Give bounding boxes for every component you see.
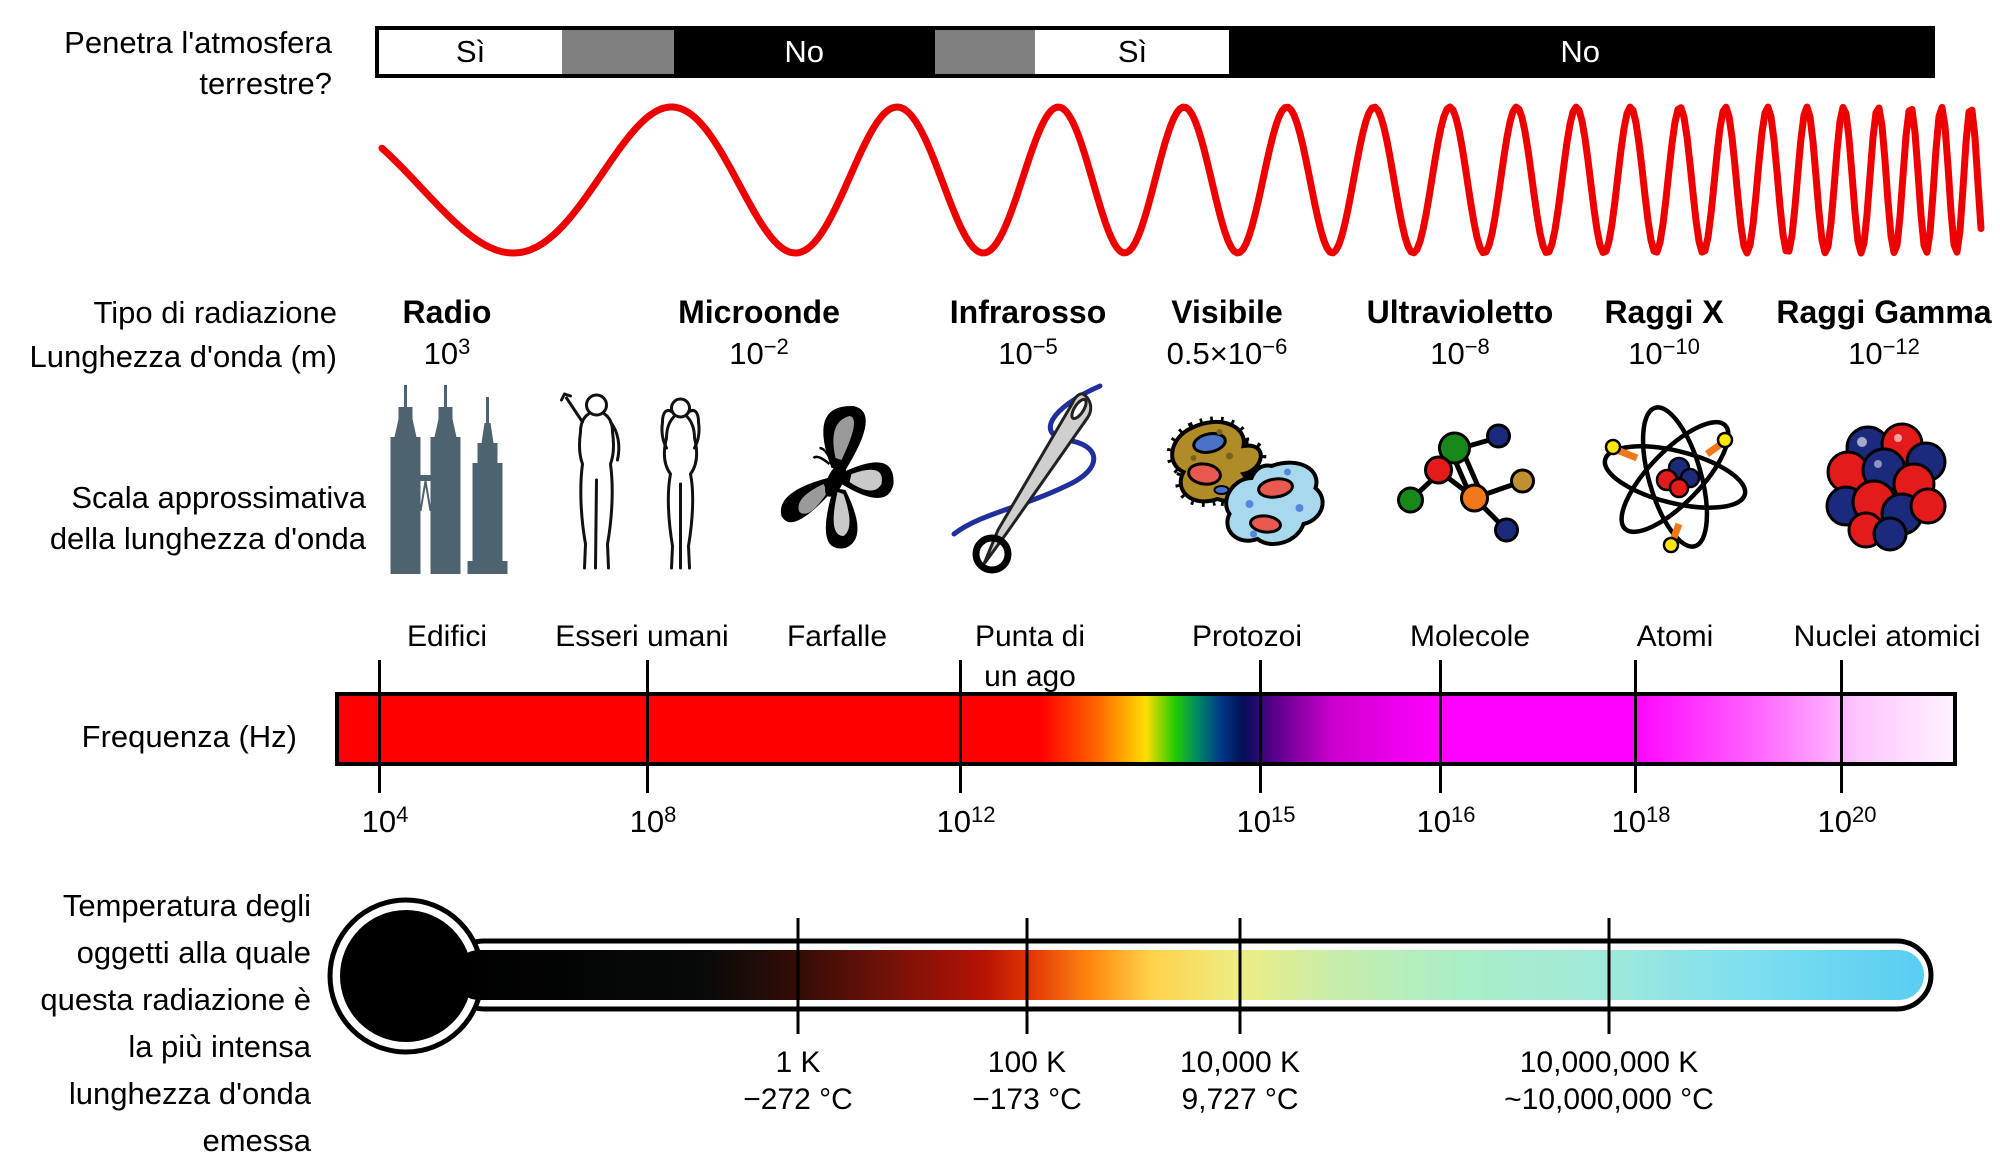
radiation-type-xray: Raggi X (1604, 294, 1724, 330)
radiation-type-radio: Radio (402, 294, 492, 330)
temperature-tick-label: 1 K −272 °C (743, 1044, 853, 1118)
frequency-tick (1840, 660, 1843, 793)
temperature-row-label-line: oggetti alla quale (76, 935, 311, 970)
wavelength-value: 0.5×10−6 (1166, 334, 1288, 372)
atmosphere-segment-no: No (673, 30, 935, 74)
nucleus-icon (1825, 422, 1947, 552)
temperature-row-label-line: lunghezza d'onda (68, 1076, 311, 1111)
scale-item-label: Protozoi (1191, 620, 1303, 653)
temperature-kelvin: 1 K (775, 1046, 821, 1079)
buildings-icon (390, 385, 508, 574)
atmosphere-question-line2: terrestre? (199, 66, 332, 101)
temperature-tick-label: 100 K −173 °C (972, 1044, 1082, 1118)
scale-row-label: Scala approssimativa della lunghezza d'o… (0, 477, 366, 559)
protozoa-icon (1166, 416, 1325, 546)
wavelength-value: 10−2 (729, 334, 789, 372)
atmosphere-segment-no: No (1229, 30, 1931, 74)
frequency-tick (646, 660, 649, 793)
wavelength-row-label: Lunghezza d'onda (m) (29, 339, 337, 374)
wavelength-value: 10−5 (998, 334, 1058, 372)
frequency-tick (959, 660, 962, 793)
radiation-type-microwave: Microonde (678, 294, 840, 330)
scale-item-label: Punta di un ago (975, 617, 1085, 697)
scale-row-label-line2: della lunghezza d'onda (49, 521, 366, 556)
frequency-tick (1259, 660, 1262, 793)
atmosphere-segment-partial (562, 30, 674, 74)
em-wave-path (378, 103, 1985, 257)
radiation-type-ultraviolet: Ultravioletto (1366, 294, 1554, 330)
temperature-celsius: −173 °C (972, 1083, 1082, 1116)
wavelength-value: 10−12 (1848, 334, 1920, 372)
wavelength-value: 103 (423, 334, 471, 372)
thermometer-bulb (340, 910, 472, 1042)
scale-item-label: Molecole (1409, 620, 1531, 653)
wavelength-value: 10−8 (1430, 334, 1490, 372)
frequency-tick-label: 1015 (1236, 802, 1296, 840)
molecule-icon (1397, 423, 1535, 543)
frequency-bar (335, 692, 1957, 766)
radiation-type-visible: Visibile (1171, 294, 1283, 330)
scale-item-label: Atomi (1636, 620, 1714, 653)
temperature-tick-label: 10,000 K 9,727 °C (1180, 1044, 1300, 1118)
temperature-row-label-line: questa radiazione è (40, 982, 311, 1017)
atmosphere-segment-yes: Sì (1035, 30, 1230, 74)
temperature-celsius: 9,727 °C (1181, 1083, 1299, 1116)
em-wave (378, 103, 1985, 257)
thermometer-ticks (796, 918, 1611, 1034)
scale-item-label-line1: Punta di (974, 620, 1086, 653)
scale-item-label-line2: un ago (984, 660, 1076, 693)
temperature-tick-label: 10,000,000 K ~10,000,000 °C (1504, 1044, 1714, 1118)
butterfly-icon (780, 405, 894, 549)
atmosphere-segment-partial (934, 30, 1036, 74)
frequency-tick (378, 660, 381, 793)
frequency-tick-label: 1016 (1416, 802, 1476, 840)
humans-icon (560, 392, 701, 570)
scale-row-label-line1: Scala approssimativa (71, 480, 366, 515)
atmosphere-question: Penetra l'atmosfera terrestre? (0, 22, 332, 104)
radiation-type-infrared: Infrarosso (949, 294, 1107, 330)
frequency-tick-label: 104 (361, 802, 409, 840)
frequency-tick-label: 1018 (1611, 802, 1671, 840)
frequency-tick-label: 1012 (936, 802, 996, 840)
temperature-row-label: Temperatura degli oggetti alla quale que… (0, 882, 311, 1164)
atmosphere-segment-yes: Sì (379, 30, 563, 74)
scale-item-label: Nuclei atomici (1793, 620, 1981, 653)
scale-item-label: Edifici (406, 620, 488, 653)
frequency-tick-label: 108 (629, 802, 677, 840)
temperature-row-label-line: Temperatura degli (62, 888, 311, 923)
atmosphere-bar: Sì No Sì No (375, 26, 1935, 78)
frequency-row-label: Frequenza (Hz) (81, 719, 297, 754)
temperature-celsius: −272 °C (743, 1083, 853, 1116)
atmosphere-question-line1: Penetra l'atmosfera (64, 25, 332, 60)
scale-item-label: Farfalle (786, 620, 888, 653)
thermometer (327, 897, 1934, 1055)
wavelength-value: 10−10 (1628, 334, 1700, 372)
frequency-tick (1439, 660, 1442, 793)
radiation-type-gamma: Raggi Gamma (1776, 294, 1992, 330)
temperature-celsius: ~10,000,000 °C (1504, 1083, 1714, 1116)
atom-icon (1602, 405, 1748, 554)
temperature-kelvin: 10,000,000 K (1519, 1046, 1699, 1079)
thermometer-tube-fill (454, 950, 1924, 1000)
frequency-tick (1634, 660, 1637, 793)
temperature-row-label-line: la più intensa (128, 1029, 311, 1064)
needle-icon (951, 383, 1103, 574)
radiation-type-row-label: Tipo di radiazione (93, 295, 337, 330)
scale-item-label: Esseri umani (555, 620, 729, 653)
frequency-tick-label: 1020 (1817, 802, 1877, 840)
temperature-kelvin: 10,000 K (1179, 1046, 1301, 1079)
temperature-kelvin: 100 K (987, 1046, 1067, 1079)
temperature-row-label-line: emessa (202, 1123, 311, 1158)
